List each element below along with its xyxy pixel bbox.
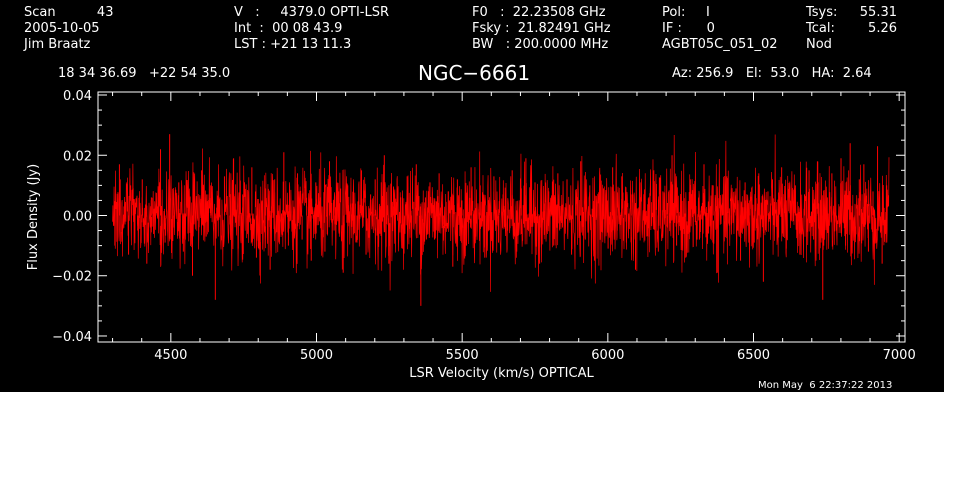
x-tick-label: 7000	[883, 348, 916, 363]
polarization-label: Pol: I	[662, 5, 710, 20]
x-tick-label: 6000	[591, 348, 624, 363]
spectrum-noise-trace	[112, 134, 890, 292]
x-tick-label: 5500	[446, 348, 479, 363]
tsys-value: 55.31	[859, 5, 897, 20]
y-tick-label: 0.02	[63, 149, 92, 164]
y-tick-label: −0.04	[52, 330, 92, 345]
lst-label: LST : +21 13 11.3	[234, 37, 352, 52]
velocity-label: V : 4379.0 OPTI-LSR	[234, 5, 390, 20]
source-name: NGC−6661	[418, 61, 531, 85]
x-tick-label: 6500	[737, 348, 770, 363]
y-tick-label: −0.02	[52, 270, 92, 285]
integration-time: Int : 00 08 43.9	[234, 21, 343, 36]
source-coordinates: 18 34 36.69 +22 54 35.0	[58, 66, 231, 81]
bandwidth-label: BW : 200.0000 MHz	[472, 37, 609, 52]
project-id: AGBT05C_051_02	[662, 37, 778, 52]
spectrum-chart: 4500 5000 5500 6000 6500 7000 −0.04 −0.02 0.00 0.…	[26, 89, 916, 381]
plot-frame	[97, 91, 906, 343]
scan-label: Scan 43	[24, 5, 114, 20]
f0-label: F0 : 22.23508 GHz	[472, 5, 606, 20]
az-el-ha-label: Az: 256.9 El: 53.0 HA: 2.64	[672, 66, 872, 81]
tcal-value: 5.26	[868, 21, 897, 36]
x-tick-label: 5000	[300, 348, 333, 363]
obs-date: 2005-10-05	[24, 21, 100, 36]
y-tick-label: 0.00	[63, 209, 92, 224]
tsys-label: Tsys:	[806, 5, 838, 20]
if-label: IF : 0	[662, 21, 715, 36]
y-tick-label: 0.04	[63, 89, 92, 104]
x-tick-label: 4500	[154, 348, 187, 363]
timestamp: Mon May 6 22:37:22 2013	[758, 380, 893, 391]
observer-name: Jim Braatz	[24, 37, 91, 52]
fsky-label: Fsky : 21.82491 GHz	[472, 21, 611, 36]
y-axis-label: Flux Density (Jy)	[26, 164, 41, 270]
x-axis-label: LSR Velocity (km/s) OPTICAL	[409, 366, 594, 381]
obs-mode: Nod	[806, 37, 832, 52]
tcal-label: Tcal:	[806, 21, 835, 36]
